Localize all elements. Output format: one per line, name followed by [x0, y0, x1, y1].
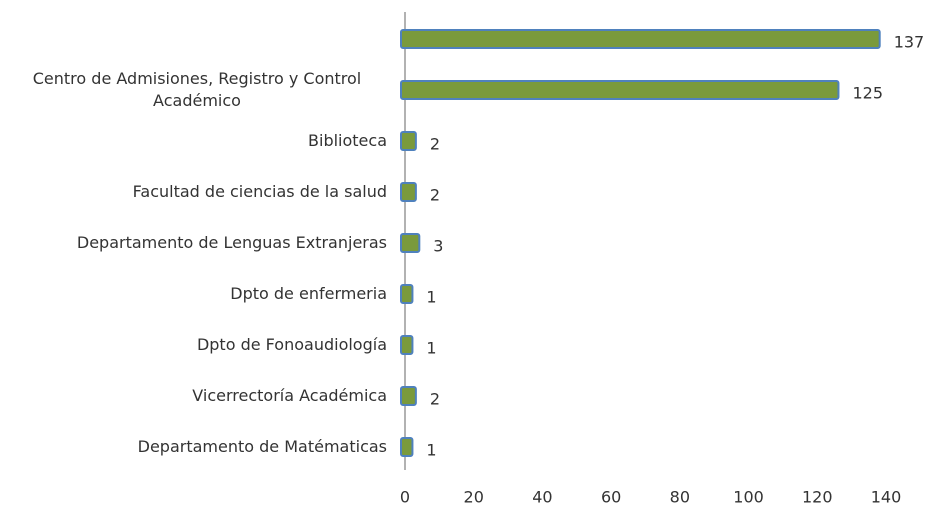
- value-label: 2: [430, 135, 440, 154]
- x-tick-label: 120: [802, 488, 833, 507]
- category-text: Vicerrectoría Académica: [192, 386, 387, 405]
- value-label: 1: [426, 339, 436, 358]
- x-tick-label: 80: [670, 488, 690, 507]
- y-tick-label: Centro de Admisiones, Registro y Control…: [7, 68, 387, 112]
- y-tick-label: Biblioteca: [7, 130, 387, 152]
- x-tick-label: 60: [601, 488, 621, 507]
- category-text: Centro de Admisiones, Registro y Control…: [32, 69, 362, 110]
- value-label: 137: [894, 33, 925, 52]
- x-tick-label: 140: [871, 488, 902, 507]
- category-text: Dpto de enfermeria: [230, 284, 387, 303]
- y-tick-label: Departamento de Matématicas: [7, 436, 387, 458]
- value-label: 125: [852, 84, 883, 103]
- bar: [400, 386, 417, 406]
- value-label: 3: [433, 237, 443, 256]
- bar: [400, 131, 417, 151]
- bar: [400, 335, 414, 355]
- y-tick-label: Dpto de Fonoaudiología: [7, 334, 387, 356]
- x-tick-label: 40: [532, 488, 552, 507]
- category-text: Facultad de ciencias de la salud: [132, 182, 387, 201]
- x-tick-label: 20: [464, 488, 484, 507]
- bar: [400, 233, 421, 253]
- bar: [400, 29, 881, 49]
- x-tick-label: 100: [733, 488, 764, 507]
- y-tick-label: Vicerrectoría Académica: [7, 385, 387, 407]
- y-tick-label: Facultad de ciencias de la salud: [7, 181, 387, 203]
- bar: [400, 284, 414, 304]
- value-label: 2: [430, 186, 440, 205]
- bar: [400, 437, 414, 457]
- bar: [400, 80, 840, 100]
- category-text: Dpto de Fonoaudiología: [196, 335, 387, 354]
- y-tick-label: Departamento de Lenguas Extranjeras: [7, 232, 387, 254]
- category-text: Biblioteca: [308, 131, 387, 150]
- category-text: Departamento de Lenguas Extranjeras: [76, 233, 387, 252]
- x-tick-label: 0: [400, 488, 410, 507]
- value-label: 2: [430, 390, 440, 409]
- y-tick-label: Dpto de enfermeria: [7, 283, 387, 305]
- category-text: Departamento de Matématicas: [137, 437, 387, 456]
- bar: [400, 182, 417, 202]
- value-label: 1: [426, 441, 436, 460]
- value-label: 1: [426, 288, 436, 307]
